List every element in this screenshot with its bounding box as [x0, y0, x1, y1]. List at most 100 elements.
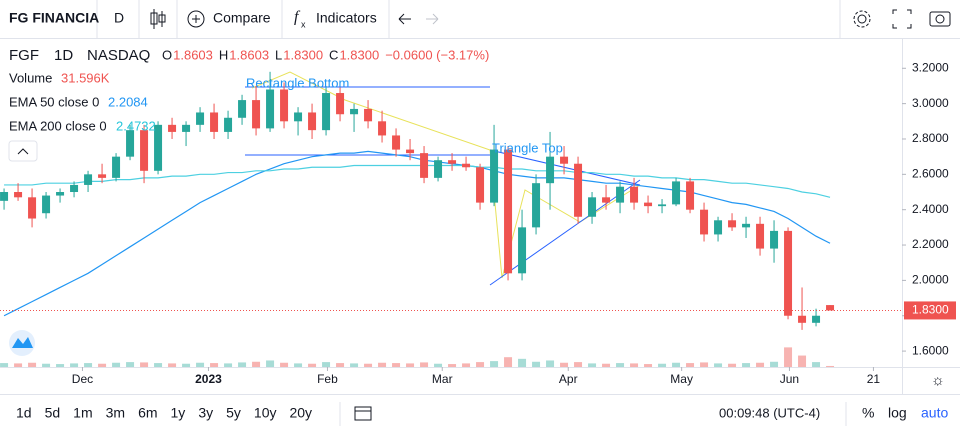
- volume-bar: [56, 364, 65, 367]
- candle-body: [588, 197, 597, 217]
- x-tick-label: Jun: [780, 372, 799, 386]
- range-button[interactable]: 10y: [254, 405, 277, 421]
- change-value: −0.0600 (−3.17%): [385, 47, 489, 62]
- fx-icon[interactable]: f: [294, 9, 301, 26]
- volume-bar: [700, 362, 709, 367]
- compare-icon[interactable]: [187, 10, 205, 28]
- volume-bar: [224, 363, 233, 367]
- volume-bar: [644, 364, 653, 367]
- ema50-value: 2.2084: [108, 94, 148, 109]
- auto-toggle[interactable]: auto: [921, 405, 948, 421]
- range-button[interactable]: 5y: [226, 405, 241, 421]
- volume-label: Volume: [9, 70, 52, 85]
- volume-bar: [476, 362, 485, 367]
- y-tick-label: 2.8000: [912, 131, 949, 145]
- volume-bar: [84, 363, 93, 367]
- candle-body: [546, 156, 555, 184]
- x-tick-label: Feb: [317, 372, 338, 386]
- volume-bar: [364, 363, 373, 367]
- volume-bar: [518, 358, 527, 367]
- volume-bar: [266, 360, 275, 367]
- volume-bar: [448, 364, 457, 367]
- y-tick-label: 2.6000: [912, 167, 949, 181]
- candle-body: [308, 112, 317, 131]
- volume-bar: [168, 363, 177, 367]
- candle-body: [210, 112, 219, 132]
- candle-body: [756, 223, 765, 249]
- range-button[interactable]: 1y: [171, 405, 186, 421]
- date-range-button[interactable]: [354, 406, 372, 421]
- redo-button[interactable]: [426, 13, 439, 25]
- volume-bar: [14, 363, 23, 367]
- volume-bar: [336, 363, 345, 367]
- volume-bar: [378, 362, 387, 367]
- volume-bar: [434, 363, 443, 367]
- indicators-button[interactable]: Indicators: [316, 10, 377, 26]
- candle-body: [126, 130, 135, 157]
- volume-bar: [658, 363, 667, 367]
- range-button[interactable]: 5d: [45, 405, 61, 421]
- range-button[interactable]: 1m: [73, 405, 92, 421]
- candle-body: [602, 197, 611, 203]
- volume-bar: [70, 363, 79, 367]
- x-tick-label: 2023: [195, 372, 222, 386]
- volume-bar: [294, 363, 303, 367]
- candle-body: [630, 186, 639, 203]
- y-tick-label: 2.4000: [912, 202, 949, 216]
- candle-body: [826, 305, 835, 311]
- undo-button[interactable]: [398, 13, 411, 25]
- volume-bar: [392, 363, 401, 367]
- volume-bar: [770, 361, 779, 367]
- volume-bar: [406, 363, 415, 367]
- volume-bar: [616, 363, 625, 367]
- settings-button[interactable]: [853, 10, 871, 28]
- candle-body: [336, 93, 345, 115]
- candle-body: [476, 167, 485, 203]
- range-button[interactable]: 3y: [198, 405, 213, 421]
- candle-body: [294, 112, 303, 122]
- volume-bar: [630, 363, 639, 367]
- compare-button[interactable]: Compare: [213, 10, 271, 26]
- axis-settings-button[interactable]: ☼: [931, 372, 945, 389]
- candle-body: [434, 160, 443, 178]
- candle-body: [378, 121, 387, 136]
- candle-body: [574, 163, 583, 217]
- candle-body: [154, 124, 163, 171]
- ohlc-value: 1.8300: [283, 47, 323, 62]
- volume-bar: [574, 362, 583, 367]
- candle-body: [28, 197, 37, 219]
- candle-body: [812, 315, 821, 323]
- ohlc-label: L: [275, 47, 282, 62]
- volume-bar: [812, 362, 821, 367]
- percent-toggle[interactable]: %: [862, 405, 874, 421]
- volume-bar: [42, 363, 51, 367]
- candle-body: [420, 153, 429, 178]
- volume-bar: [602, 363, 611, 367]
- ema200-value: 2.4732: [116, 118, 156, 133]
- volume-bar: [686, 363, 695, 367]
- candle-icon[interactable]: [150, 9, 166, 29]
- range-button[interactable]: 20y: [289, 405, 312, 421]
- fullscreen-button[interactable]: [892, 9, 912, 29]
- x-tick-label: Dec: [72, 372, 93, 386]
- volume-bar: [196, 362, 205, 367]
- range-button[interactable]: 6m: [138, 405, 157, 421]
- candle-body: [84, 174, 93, 185]
- log-toggle[interactable]: log: [888, 405, 907, 421]
- candle-body: [0, 192, 9, 201]
- logo[interactable]: [9, 330, 35, 356]
- candle-body: [56, 192, 65, 196]
- symbol-button[interactable]: FG FINANCIA: [9, 10, 99, 26]
- annotation: Triangle Top: [492, 140, 563, 155]
- volume-bar: [350, 363, 359, 367]
- y-tick-label: 3.2000: [912, 60, 949, 74]
- screenshot-button[interactable]: [929, 11, 951, 27]
- range-button[interactable]: 1d: [16, 405, 32, 421]
- collapse-legend-button[interactable]: [8, 140, 38, 162]
- candle-body: [658, 204, 667, 207]
- candle-body: [532, 183, 541, 228]
- range-button[interactable]: 3m: [106, 405, 125, 421]
- interval-button[interactable]: D: [114, 10, 124, 26]
- candle-body: [462, 163, 471, 168]
